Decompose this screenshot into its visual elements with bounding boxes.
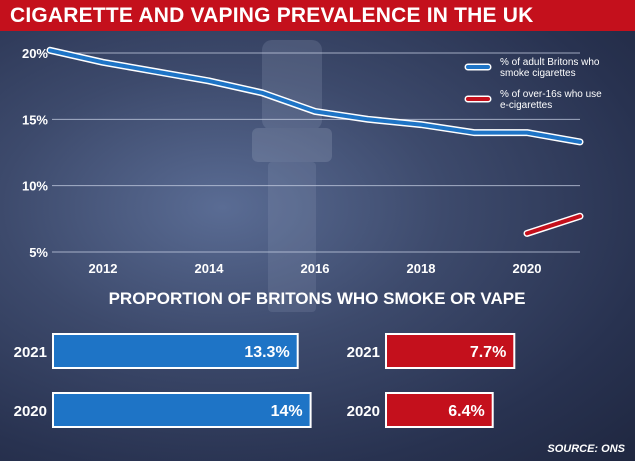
y-tick-label: 5%: [29, 245, 48, 260]
bar-value-label: 7.7%: [470, 344, 506, 361]
title-banner: CIGARETTE AND VAPING PREVALENCE IN THE U…: [0, 0, 635, 31]
bar-section-title: PROPORTION OF BRITONS WHO SMOKE OR VAPE: [109, 289, 526, 308]
series-lines: [46, 46, 584, 237]
bar-value-label: 6.4%: [448, 403, 484, 420]
source-note: SOURCE: ONS: [547, 443, 625, 455]
series-line: [525, 214, 582, 236]
x-tick-label: 2018: [407, 261, 436, 276]
bar: [52, 392, 312, 428]
legend-label: % of adult Britons who smoke cigarettes: [500, 57, 600, 79]
bar-value-label: 13.3%: [244, 344, 289, 361]
x-axis: 2012 2014 2016 2018 2020: [89, 261, 542, 276]
bar: [52, 333, 299, 369]
x-tick-label: 2012: [89, 261, 118, 276]
bar-category-label: 2020: [14, 403, 47, 420]
bar-groups: 2021 13.3% 2020 14% 2021 7.7% 2020 6.4%: [14, 333, 516, 428]
bar-category-label: 2021: [347, 344, 380, 361]
y-tick-label: 10%: [22, 179, 48, 194]
legend-label: % of over-16s who use e-cigarettes: [500, 89, 602, 111]
bar-value-label: 14%: [271, 403, 303, 420]
x-tick-label: 2020: [513, 261, 542, 276]
gridlines: [52, 52, 580, 253]
legend: % of adult Britons who smoke cigarettes % …: [464, 57, 602, 111]
y-tick-label: 20%: [22, 46, 48, 61]
bar-category-label: 2020: [347, 403, 380, 420]
x-tick-label: 2016: [301, 261, 330, 276]
bar: [385, 392, 494, 428]
x-tick-label: 2014: [195, 261, 225, 276]
y-axis: 5% 10% 15% 20%: [22, 46, 48, 260]
bar: [385, 333, 516, 369]
page-title: CIGARETTE AND VAPING PREVALENCE IN THE U…: [10, 4, 534, 27]
series-line: [48, 48, 582, 144]
bar-category-label: 2021: [14, 344, 47, 361]
y-tick-label: 15%: [22, 112, 48, 127]
